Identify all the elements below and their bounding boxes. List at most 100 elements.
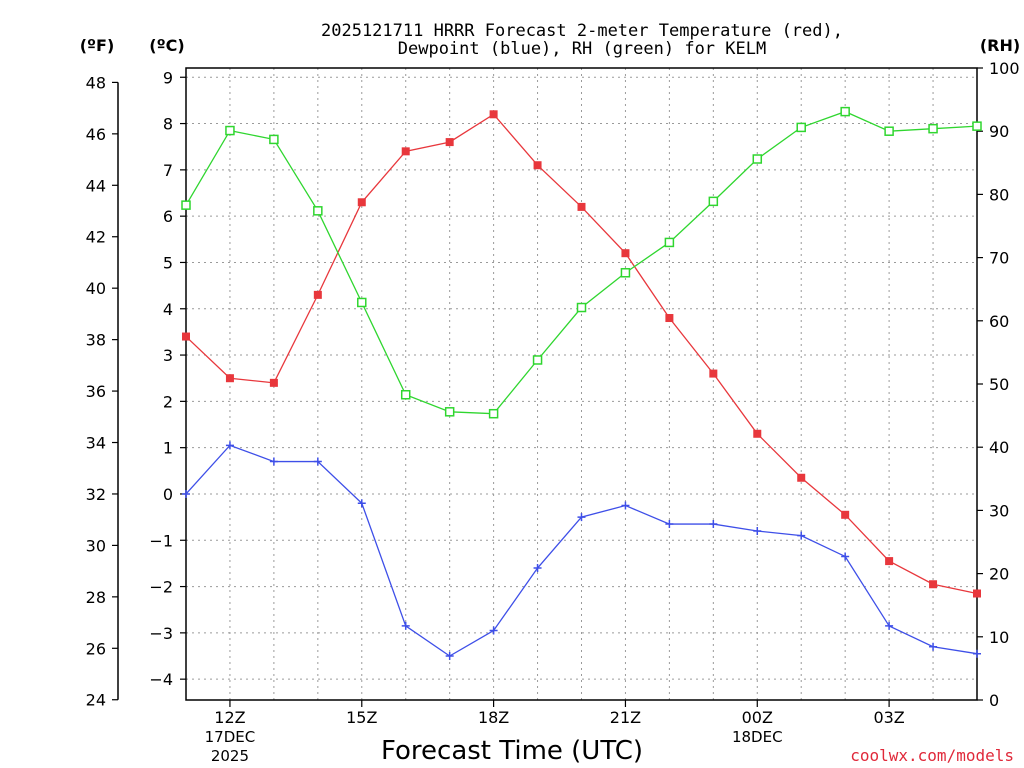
fahrenheit-tick-label: 24 [86,691,106,710]
celsius-tick-label: 0 [163,485,173,504]
dewpoint-point [533,564,542,573]
chart-title-line-1: 2025121711 HRRR Forecast 2-meter Tempera… [321,21,843,41]
fahrenheit-tick-label: 46 [86,125,106,144]
x-tick-label: 12Z [214,708,245,727]
temperature-point [929,580,938,589]
dewpoint-point [885,621,894,630]
x-axis-title: Forecast Time (UTC) [381,736,643,766]
fahrenheit-tick-label: 26 [86,639,106,658]
fahrenheit-tick-label: 38 [86,331,106,350]
dewpoint-point [929,642,938,651]
dewpoint-point [489,626,498,635]
rh-point [532,355,543,365]
celsius-tick-label: 3 [163,346,173,365]
fahrenheit-tick-label: 40 [86,279,106,298]
rh-point [664,237,675,248]
rh-point [576,302,587,313]
temperature-point [841,510,850,519]
dewpoint-point [841,552,850,561]
rh-tick-label: 0 [989,691,999,710]
rh-unit-label: (RH) [980,36,1020,55]
dewpoint-point [357,499,366,508]
celsius-tick-label: 6 [163,207,173,226]
plot-frame [185,67,978,701]
celsius-tick-label: 1 [163,439,173,458]
rh-tick-label: 40 [989,438,1009,457]
rh-point [269,134,279,145]
rh-point [884,126,894,136]
x-tick-label: 15Z [346,708,377,727]
temperature-point [973,589,981,598]
celsius-tick-label: 9 [163,68,173,87]
x-tick-label: 03Z [873,708,904,727]
chart-series [181,106,982,661]
temperature-point [577,202,586,211]
celsius-tick-label: −1 [149,531,173,550]
temperature-point [445,138,454,147]
temperature-point [797,473,806,482]
celsius-tick-label: 7 [163,161,173,180]
temperature-point [269,378,278,387]
dewpoint-point [753,527,762,536]
chart-axes: −4−3−2−101234567892426283032343638404244… [86,59,1020,765]
fahrenheit-tick-label: 36 [86,382,106,401]
dewpoint-point [313,457,322,466]
fahrenheit-tick-label: 30 [86,536,106,555]
rh-tick-label: 60 [989,312,1009,331]
temperature-point [357,198,366,207]
rh-tick-label: 20 [989,565,1009,584]
temperature-point [225,374,234,383]
rh-point [357,297,367,308]
grid-lines [186,68,977,700]
celsius-tick-label: −3 [149,624,173,643]
rh-point [181,200,191,210]
celsius-tick-label: −4 [149,670,173,689]
rh-tick-label: 70 [989,249,1009,268]
celsius-tick-label: 4 [163,300,173,319]
series-dewpoint [182,441,981,661]
x-tick-label: 21Z [610,708,641,727]
chart-title-line-2: Dewpoint (blue), RH (green) for KELM [398,39,766,59]
rh-point [488,408,499,419]
rh-tick-label: 30 [989,501,1009,520]
dewpoint-point [401,621,410,630]
series-rh [181,106,982,419]
x-tick-label: 00Z [742,708,773,727]
series-temperature [182,110,981,598]
rh-point [444,407,455,417]
celsius-tick-label: 8 [163,115,173,134]
rh-tick-label: 80 [989,185,1009,204]
dewpoint-point [973,649,981,658]
rh-point [840,106,850,117]
temperature-point [182,332,190,341]
dewpoint-point [269,457,278,466]
x-date-label: 17DEC [205,728,256,746]
fahrenheit-tick-label: 28 [86,588,106,607]
fahrenheit-unit-label: (ºF) [80,36,115,55]
dewpoint-point [621,501,630,510]
temperature-line [185,113,978,595]
temperature-point [401,147,410,156]
rh-point [928,123,938,134]
temperature-point [533,161,542,170]
temperature-point [313,290,322,299]
celsius-tick-label: 5 [163,253,173,272]
celsius-tick-label: −2 [149,578,173,597]
dewpoint-point [182,489,190,498]
rh-point [796,122,806,133]
fahrenheit-tick-label: 42 [86,228,106,247]
dewpoint-point [225,441,234,450]
temperature-point [489,110,498,119]
rh-tick-label: 50 [989,375,1009,394]
rh-point [708,196,719,207]
rh-tick-label: 10 [989,628,1009,647]
x-tick-label: 18Z [478,708,509,727]
fahrenheit-tick-label: 44 [86,176,106,195]
fahrenheit-tick-label: 32 [86,485,106,504]
dewpoint-point [577,513,586,522]
celsius-tick-label: 2 [163,392,173,411]
rh-tick-label: 100 [989,59,1020,78]
temperature-point [885,557,894,566]
rh-point [400,389,411,400]
